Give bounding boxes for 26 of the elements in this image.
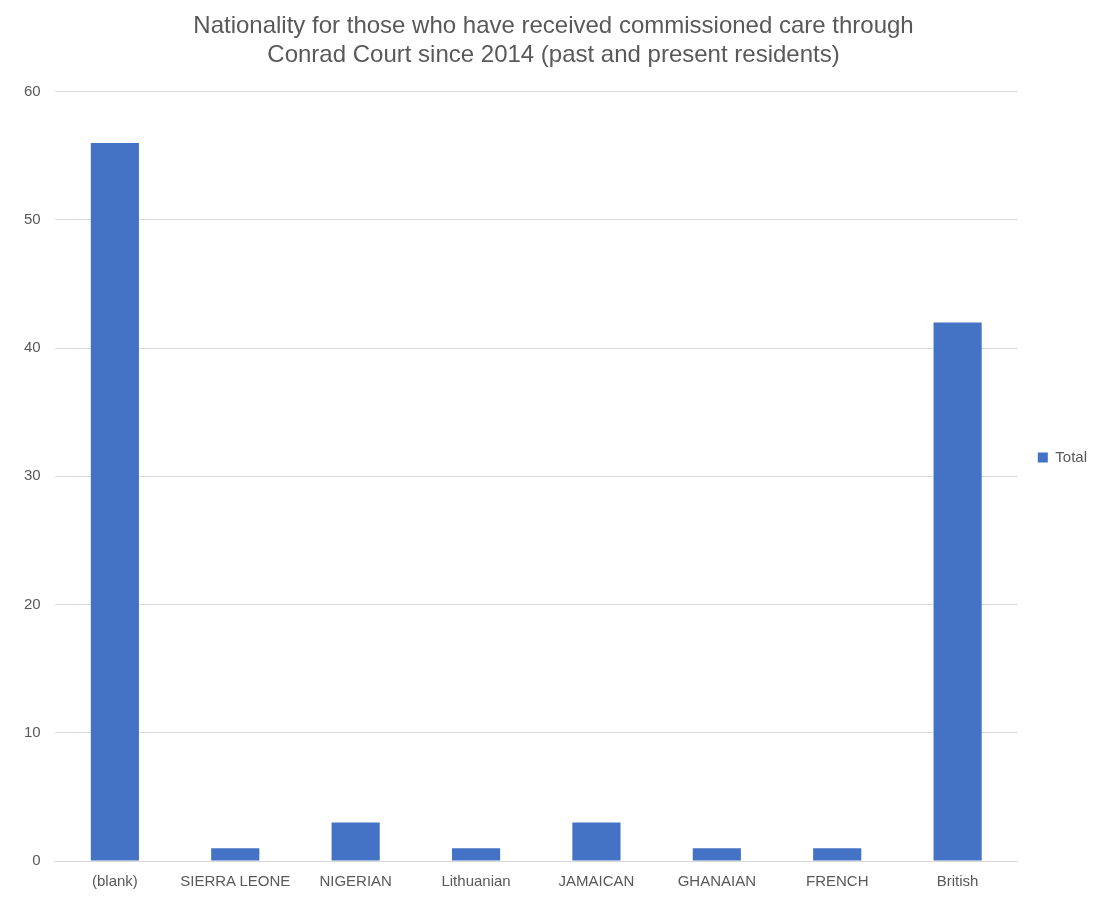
y-tick-label: 40	[24, 338, 41, 356]
bar	[451, 848, 501, 861]
y-tick-label: 30	[24, 466, 41, 484]
bar	[331, 822, 380, 861]
x-tick-label: SIERRA LEONE	[180, 872, 291, 890]
text: Conrad Court since 2014 (past and present residents)	[267, 39, 840, 67]
x-tick-label: (blank)	[91, 872, 138, 890]
y-tick-label: 60	[24, 81, 41, 99]
x-tick-label: JAMAICAN	[558, 872, 635, 890]
text: Nationality for those who have received commissioned care through	[193, 11, 914, 39]
bar	[813, 848, 862, 861]
y-tick-label: 10	[24, 722, 41, 740]
bar	[211, 848, 260, 861]
x-tick-label: FRENCH	[805, 872, 869, 890]
x-tick-label: GHANAIAN	[677, 872, 757, 890]
x-tick-label: NIGERIAN	[319, 872, 392, 890]
legend-label: Total	[1055, 447, 1087, 465]
y-tick-label: 50	[24, 209, 41, 227]
bar	[933, 322, 982, 861]
x-tick-label: Lithuanian	[441, 872, 511, 890]
bar	[572, 822, 621, 861]
x-tick-label: British	[936, 872, 979, 890]
bar	[90, 142, 139, 861]
y-tick-label: 0	[32, 851, 41, 869]
y-tick-label: 20	[24, 594, 41, 612]
bar	[692, 848, 741, 861]
